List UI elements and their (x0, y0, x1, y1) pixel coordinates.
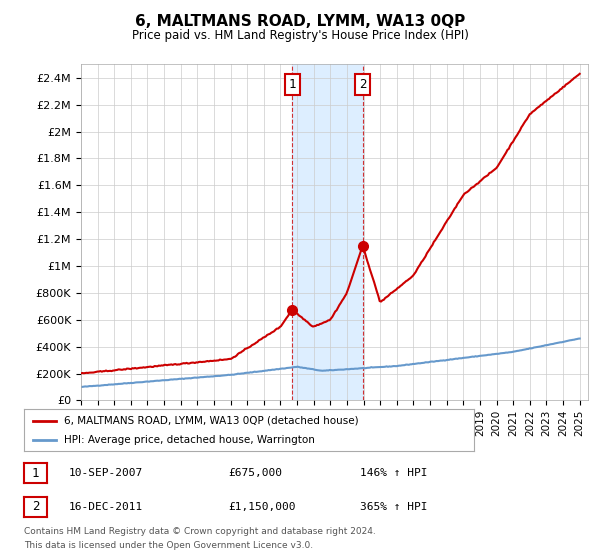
Text: 1: 1 (289, 78, 296, 91)
Text: This data is licensed under the Open Government Licence v3.0.: This data is licensed under the Open Gov… (24, 541, 313, 550)
Text: 10-SEP-2007: 10-SEP-2007 (69, 468, 143, 478)
Text: £675,000: £675,000 (228, 468, 282, 478)
Text: 6, MALTMANS ROAD, LYMM, WA13 0QP: 6, MALTMANS ROAD, LYMM, WA13 0QP (135, 14, 465, 29)
Bar (292, 64, 363, 400)
Text: 146% ↑ HPI: 146% ↑ HPI (360, 468, 427, 478)
Text: 2: 2 (32, 500, 39, 514)
Text: 365% ↑ HPI: 365% ↑ HPI (360, 502, 427, 512)
Text: £1,150,000: £1,150,000 (228, 502, 296, 512)
Text: HPI: Average price, detached house, Warrington: HPI: Average price, detached house, Warr… (65, 435, 316, 445)
Text: Contains HM Land Registry data © Crown copyright and database right 2024.: Contains HM Land Registry data © Crown c… (24, 528, 376, 536)
Text: 6, MALTMANS ROAD, LYMM, WA13 0QP (detached house): 6, MALTMANS ROAD, LYMM, WA13 0QP (detach… (65, 416, 359, 426)
Text: Price paid vs. HM Land Registry's House Price Index (HPI): Price paid vs. HM Land Registry's House … (131, 29, 469, 42)
Text: 2: 2 (359, 78, 367, 91)
Text: 1: 1 (32, 466, 39, 480)
Text: 16-DEC-2011: 16-DEC-2011 (69, 502, 143, 512)
